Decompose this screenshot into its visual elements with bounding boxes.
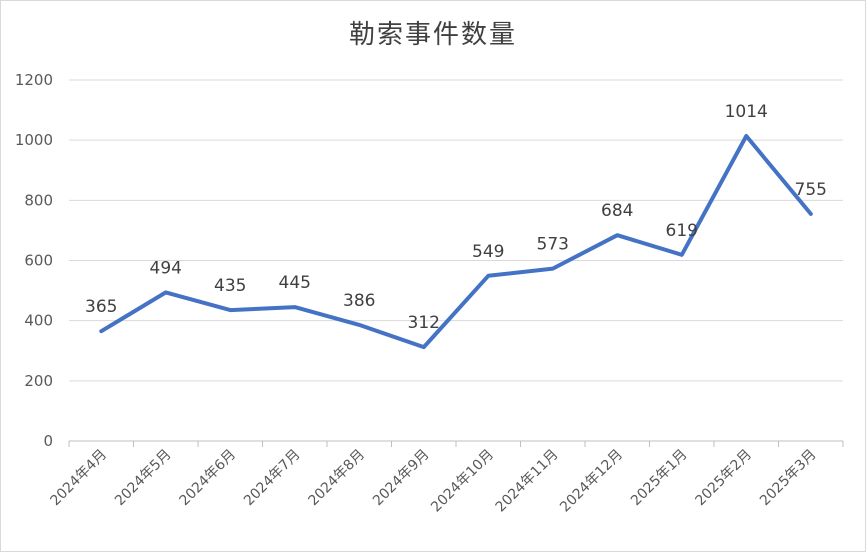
y-tick-label: 0	[43, 432, 53, 450]
data-labels: 365 494 435 445 386 312 549 573 684 619 1014 755	[85, 102, 827, 333]
series-line	[99, 134, 813, 350]
data-label: 755	[795, 180, 827, 200]
y-axis-ticks: 0 200 400 600 800 1000 1200	[15, 71, 53, 450]
data-label: 435	[214, 276, 246, 296]
x-tick-label: 2024年12月	[557, 447, 626, 516]
data-label: 573	[537, 235, 569, 255]
x-tick-label: 2024年4月	[47, 447, 110, 510]
x-tick-label: 2024年11月	[493, 447, 562, 516]
x-tick-label: 2024年9月	[370, 447, 433, 510]
chart-title: 勒索事件数量	[348, 20, 517, 50]
data-label: 386	[343, 291, 375, 311]
series-lines	[99, 134, 813, 350]
x-tick-label: 2024年5月	[112, 447, 175, 510]
x-tick-label: 2024年7月	[241, 447, 304, 510]
x-tick-label: 2024年6月	[176, 447, 239, 510]
x-tick-label: 2025年1月	[628, 447, 691, 510]
y-tick-label: 600	[24, 252, 53, 270]
y-tick-label: 1000	[15, 131, 53, 149]
x-tick-label: 2024年8月	[305, 447, 368, 510]
data-label: 312	[408, 313, 440, 333]
data-label: 619	[666, 221, 698, 241]
data-label: 494	[150, 258, 182, 278]
y-tick-label: 200	[24, 372, 53, 390]
data-label: 445	[279, 273, 311, 293]
x-tick-label: 2025年2月	[692, 447, 755, 510]
y-tick-label: 800	[24, 191, 53, 209]
x-axis: 2024年4月 2024年5月 2024年6月 2024年7月 2024年8月 2024年…	[47, 440, 844, 516]
data-label: 1014	[725, 102, 768, 122]
data-label: 549	[472, 242, 504, 262]
x-tick-label: 2024年10月	[428, 447, 497, 516]
data-label: 684	[601, 201, 633, 221]
y-tick-label: 1200	[15, 71, 53, 89]
gridlines	[69, 79, 843, 382]
x-tick-label: 2025年3月	[757, 447, 820, 510]
data-label: 365	[85, 297, 117, 317]
y-tick-label: 400	[24, 312, 53, 330]
